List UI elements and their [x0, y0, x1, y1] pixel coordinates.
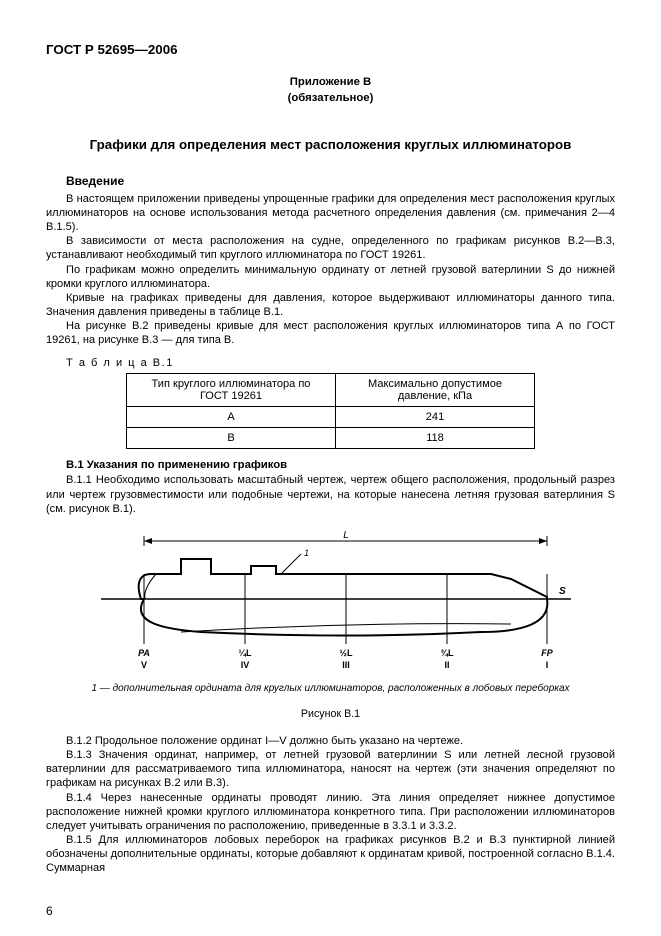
- intro-p2: В зависимости от места расположения на с…: [46, 234, 615, 262]
- th-type: Тип круглого иллюминатора по ГОСТ 19261: [127, 374, 336, 407]
- svg-text:¼L: ¼L: [238, 648, 252, 658]
- table-caption: Т а б л и ц а В.1: [66, 357, 615, 369]
- sect-b1-heading: В.1 Указания по применению графиков: [66, 459, 615, 471]
- svg-text:PA: PA: [138, 648, 150, 658]
- svg-text:L: L: [343, 530, 349, 541]
- svg-text:1: 1: [304, 548, 309, 558]
- svg-text:¾L: ¾L: [440, 648, 454, 658]
- intro-p1: В настоящем приложении приведены упрощен…: [46, 192, 615, 234]
- figure-b1: L S 1 PA ¼L ½L ¾L FP V IV: [46, 524, 615, 677]
- intro-heading: Введение: [66, 174, 615, 188]
- cell-press-b: 118: [336, 428, 535, 449]
- figure-caption: Рисунок В.1: [46, 708, 615, 720]
- annex-note: (обязательное): [46, 91, 615, 107]
- table-row: А 241: [127, 407, 535, 428]
- annex-block: Приложение В (обязательное): [46, 75, 615, 107]
- svg-text:½L: ½L: [339, 648, 353, 658]
- p-b11: В.1.1 Необходимо использовать масштабный…: [46, 473, 615, 515]
- table-b1: Тип круглого иллюминатора по ГОСТ 19261 …: [126, 373, 535, 449]
- th-pressure: Максимально допустимое давление, кПа: [336, 374, 535, 407]
- gost-header: ГОСТ Р 52695—2006: [46, 42, 615, 57]
- svg-text:IV: IV: [240, 660, 249, 670]
- cell-press-a: 241: [336, 407, 535, 428]
- page-number: 6: [46, 904, 53, 918]
- intro-p3: По графикам можно определить минимальную…: [46, 263, 615, 291]
- svg-text:III: III: [342, 660, 350, 670]
- svg-text:I: I: [545, 660, 548, 670]
- table-row: В 118: [127, 428, 535, 449]
- svg-text:S: S: [559, 586, 566, 597]
- svg-text:FP: FP: [541, 648, 553, 658]
- cell-type-b: В: [127, 428, 336, 449]
- p-b15: В.1.5 Для иллюминаторов лобовых переборо…: [46, 833, 615, 875]
- annex-label: Приложение В: [46, 75, 615, 91]
- p-b14: В.1.4 Через нанесенные ординаты проводят…: [46, 791, 615, 833]
- p-b13: В.1.3 Значения ординат, например, от лет…: [46, 748, 615, 790]
- main-title: Графики для определения мест расположени…: [46, 137, 615, 152]
- svg-text:II: II: [444, 660, 449, 670]
- intro-p4: Кривые на графиках приведены для давлени…: [46, 291, 615, 319]
- figure-legend: 1 — дополнительная ордината для круглых …: [46, 683, 615, 694]
- svg-text:V: V: [140, 660, 146, 670]
- intro-p5: На рисунке В.2 приведены кривые для мест…: [46, 319, 615, 347]
- ship-diagram: L S 1 PA ¼L ½L ¾L FP V IV: [81, 524, 581, 674]
- cell-type-a: А: [127, 407, 336, 428]
- p-b12: В.1.2 Продольное положение ординат I—V д…: [46, 734, 615, 748]
